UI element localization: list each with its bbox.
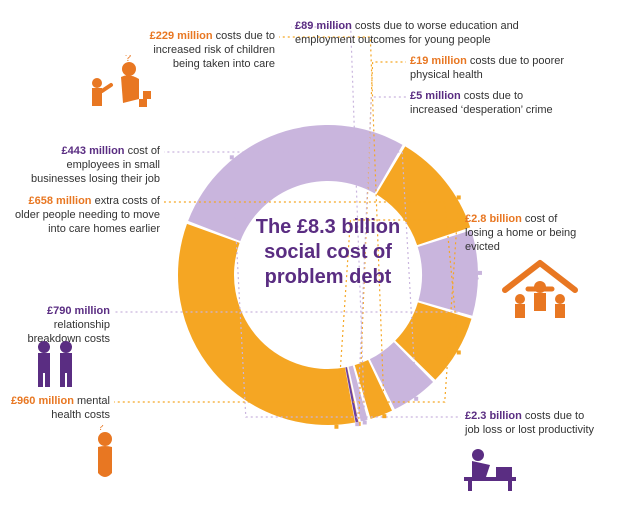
svg-text:?: ? [98,425,104,433]
label-jobloss: £2.3 billion costs due to job loss or lo… [465,410,595,438]
svg-text:?: ? [125,55,131,64]
label-carehome: £658 million extra costs of older people… [10,195,160,236]
desk-worker-icon [460,443,520,493]
chart-title: The £8.3 billion social cost of problem … [253,215,403,290]
label-crime: £5 million costs due to increased ‘despe… [410,90,570,118]
parent-child-icon: ? [85,55,155,115]
label-evicted: £2.8 billion cost of losing a home or be… [465,213,585,254]
couple-icon [30,335,85,390]
label-health: £19 million costs due to poorer physical… [410,55,570,83]
label-smallbiz: £443 million cost of employees in small … [10,145,160,186]
label-youth: £89 million costs due to worse education… [295,20,555,48]
label-mental: £960 million mental health costs [10,395,110,423]
person-stress-icon: ? [90,425,120,485]
house-family-icon [500,255,580,325]
